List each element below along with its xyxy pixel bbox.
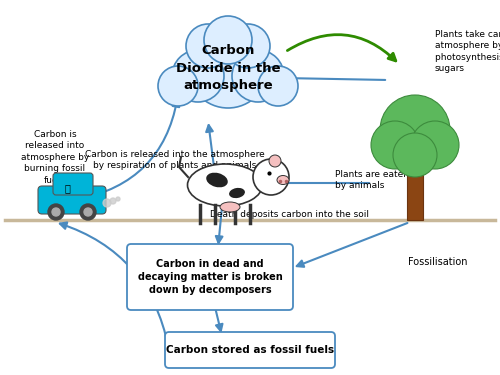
Text: Carbon stored as fossil fuels: Carbon stored as fossil fuels [166,345,334,355]
Circle shape [253,159,289,195]
Text: Carbon
Dioxide in the
atmosphere: Carbon Dioxide in the atmosphere [176,44,280,93]
Circle shape [48,204,64,220]
Ellipse shape [220,202,240,212]
Text: Carbon is
released into
atmosphere by
burning fossil
fuels: Carbon is released into atmosphere by bu… [21,130,89,185]
Circle shape [80,204,96,220]
Circle shape [232,50,284,102]
Circle shape [84,208,92,216]
Circle shape [371,121,419,169]
Circle shape [393,133,437,177]
Text: Plants are eaten
by animals: Plants are eaten by animals [335,170,409,190]
Circle shape [103,199,111,207]
FancyBboxPatch shape [165,332,335,368]
Circle shape [269,155,281,167]
Ellipse shape [206,172,228,188]
FancyArrowPatch shape [60,222,168,347]
Circle shape [186,24,230,68]
FancyArrowPatch shape [288,34,396,61]
FancyBboxPatch shape [407,165,423,220]
Text: Plants take carbon out of the
atmosphere by
photosynthesis to make
sugars: Plants take carbon out of the atmosphere… [435,30,500,74]
FancyBboxPatch shape [38,186,106,214]
Circle shape [110,198,116,204]
Circle shape [188,28,268,108]
FancyArrowPatch shape [287,75,385,81]
Ellipse shape [188,164,262,206]
Circle shape [258,66,298,106]
Circle shape [158,66,198,106]
Circle shape [52,208,60,216]
FancyArrowPatch shape [216,210,222,243]
FancyArrowPatch shape [297,223,408,267]
Ellipse shape [229,188,245,198]
Text: Carbon in dead and
decaying matter is broken
down by decomposers: Carbon in dead and decaying matter is br… [138,259,282,295]
Ellipse shape [277,176,289,184]
FancyArrowPatch shape [412,103,418,149]
Circle shape [204,16,252,64]
FancyArrowPatch shape [216,310,222,331]
Text: Carbon is released into the atmosphere
by respiration of plants and animals: Carbon is released into the atmosphere b… [85,150,265,171]
Circle shape [380,95,450,165]
Text: Fossilisation: Fossilisation [408,257,468,267]
Text: 👤: 👤 [64,183,70,193]
Circle shape [226,24,270,68]
FancyArrowPatch shape [78,100,179,200]
Circle shape [172,50,224,102]
FancyArrowPatch shape [206,125,214,172]
Text: Death deposits carbon into the soil: Death deposits carbon into the soil [210,210,370,219]
Circle shape [116,197,120,201]
FancyArrowPatch shape [275,180,369,186]
Circle shape [411,121,459,169]
FancyBboxPatch shape [53,173,93,195]
FancyBboxPatch shape [127,244,293,310]
